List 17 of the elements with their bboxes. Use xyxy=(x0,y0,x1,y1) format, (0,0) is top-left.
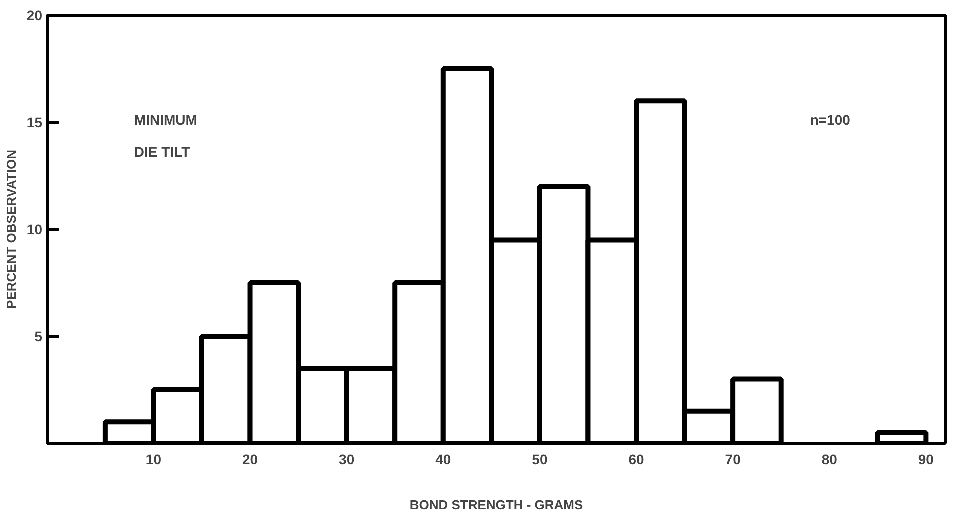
x-tick-label: 40 xyxy=(436,452,452,468)
y-tick-label: 10 xyxy=(26,222,43,238)
annotation: MINIMUM DIE TILT xyxy=(134,112,198,160)
x-tick-label: 50 xyxy=(532,452,548,468)
y-tick-label: 20 xyxy=(26,8,43,24)
x-tick-label: 80 xyxy=(822,452,838,468)
x-tick-label: 70 xyxy=(725,452,742,468)
y-axis-title: PERCENT OBSERVATION xyxy=(4,150,19,309)
x-axis-title: BOND STRENGTH - GRAMS xyxy=(410,498,584,512)
x-tick-label: 10 xyxy=(146,452,162,468)
x-tick-label: 60 xyxy=(628,452,645,468)
y-tick-label: 5 xyxy=(34,328,43,344)
y-tick-label: 15 xyxy=(26,114,43,130)
annotation: n=100 xyxy=(810,112,851,128)
x-tick-label: 20 xyxy=(242,452,258,468)
x-tick-label: 30 xyxy=(339,452,355,468)
x-tick-label: 90 xyxy=(918,452,934,468)
